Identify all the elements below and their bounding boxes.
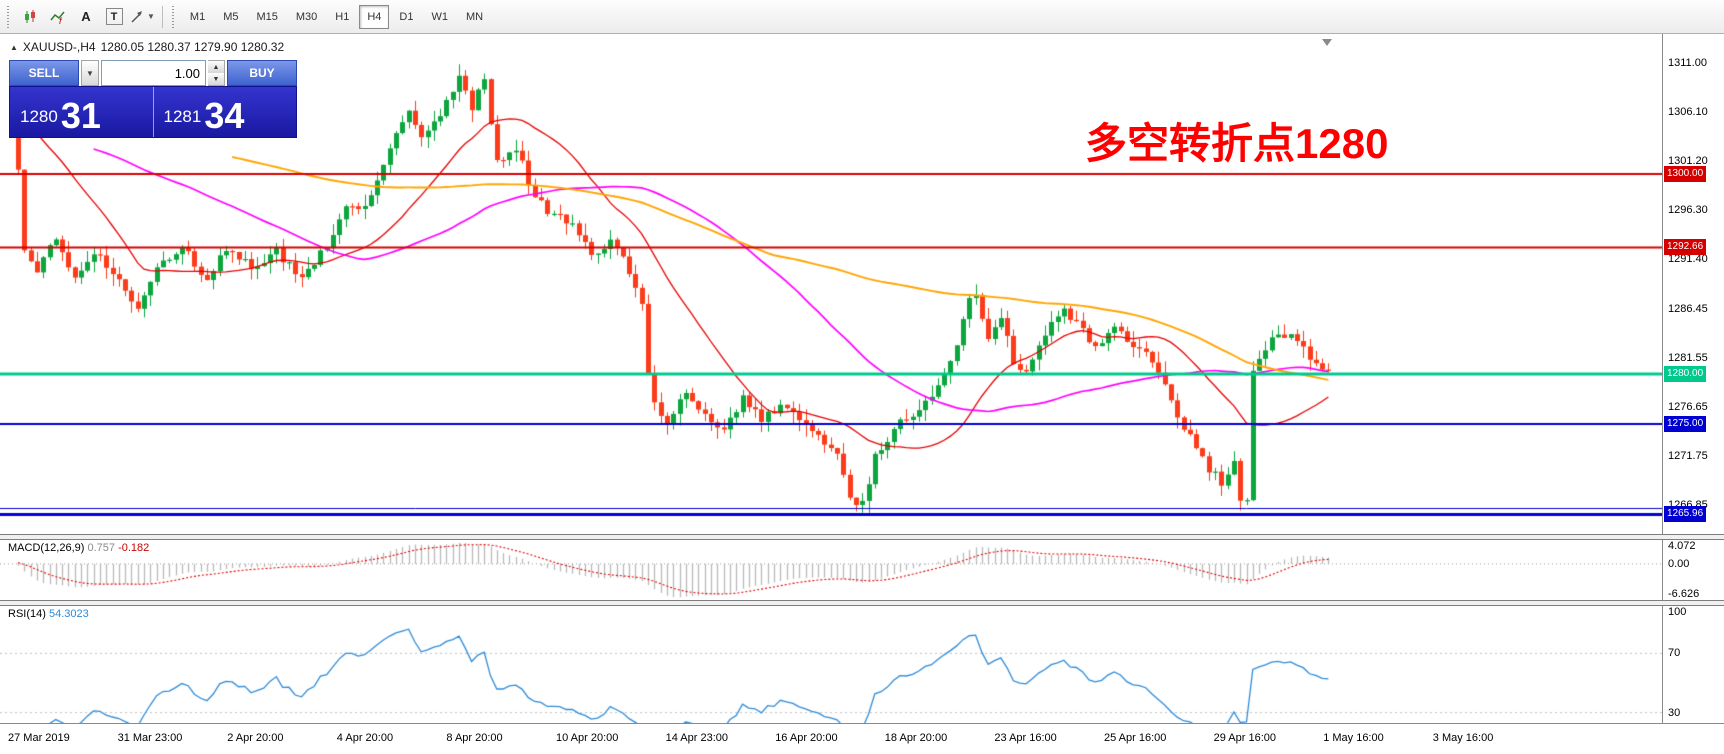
price-tag-1265-96: 1265.96 bbox=[1664, 506, 1707, 523]
toolbar: f A T ▼ M1 M5 M15 M30 H1 H4 D1 W1 MN bbox=[0, 0, 1724, 34]
macd-canvas[interactable] bbox=[0, 540, 1662, 600]
price-tag-1275: 1275.00 bbox=[1664, 416, 1707, 432]
text-tool-a-button[interactable]: A bbox=[73, 5, 99, 29]
timeframe-mn-button[interactable]: MN bbox=[458, 5, 491, 29]
candlestick-icon bbox=[25, 9, 35, 23]
chevron-down-icon: ▼ bbox=[86, 68, 94, 78]
timeframe-m15-button[interactable]: M15 bbox=[248, 5, 285, 29]
indicators-button[interactable]: f bbox=[45, 5, 71, 29]
trendline-arrow-icon bbox=[131, 11, 142, 23]
price-scale-label: 1276.65 bbox=[1668, 400, 1708, 413]
time-axis-label: 25 Apr 16:00 bbox=[1104, 732, 1167, 744]
volume-stepper: ▲ ▼ bbox=[208, 60, 225, 86]
sell-quote-button[interactable]: 1280 31 bbox=[10, 87, 153, 137]
text-label-tool-button[interactable]: T bbox=[101, 5, 127, 29]
chart-shift-marker-icon[interactable] bbox=[1322, 39, 1332, 46]
price-scale-label: 1291.40 bbox=[1668, 253, 1708, 265]
toolbar-grip[interactable] bbox=[7, 5, 12, 28]
svg-text:f: f bbox=[59, 16, 63, 25]
volume-dropdown-button[interactable]: ▼ bbox=[81, 60, 99, 86]
rsi-label: RSI(14) 54.3023 bbox=[8, 608, 89, 620]
volume-up-button[interactable]: ▲ bbox=[208, 61, 224, 73]
time-axis-label: 14 Apr 23:00 bbox=[665, 732, 728, 744]
time-axis-label: 31 Mar 23:00 bbox=[117, 732, 183, 744]
pane-splitter[interactable] bbox=[0, 534, 1724, 540]
bid-big-figure: 1280 bbox=[20, 107, 58, 126]
ask-big-figure: 1281 bbox=[163, 107, 202, 126]
time-axis-label: 18 Apr 20:00 bbox=[884, 732, 948, 744]
time-axis-label: 2 Apr 20:00 bbox=[227, 732, 284, 744]
time-axis-label: 4 Apr 20:00 bbox=[336, 732, 394, 744]
time-axis-label: 16 Apr 20:00 bbox=[775, 732, 838, 744]
quote-display: 1280 31 1281 34 bbox=[9, 86, 297, 138]
timeframe-m30-button[interactable]: M30 bbox=[288, 5, 325, 29]
macd-scale-max: 4.072 bbox=[1668, 540, 1696, 552]
symbol-info-line: ▲ XAUUSD-,H4 1280.05 1280.37 1279.90 128… bbox=[10, 40, 284, 54]
time-axis-label: 23 Apr 16:00 bbox=[994, 732, 1057, 744]
annotation-text: 多空转折点1280 bbox=[1085, 120, 1389, 167]
price-scale-label: 1281.55 bbox=[1668, 351, 1708, 364]
rsi-scale-70: 70 bbox=[1668, 647, 1681, 660]
price-scale-label: 1286.45 bbox=[1668, 302, 1708, 315]
boxed-t-icon: T bbox=[105, 8, 123, 25]
candlestick-chart-button[interactable] bbox=[17, 5, 43, 29]
macd-signal-value: -0.182 bbox=[118, 542, 150, 554]
rsi-pane: RSI(14) 54.3023 100 70 30 bbox=[0, 606, 1724, 723]
macd-name: MACD(12,26,9) bbox=[8, 542, 85, 554]
price-scale[interactable]: 1311.00 1306.10 1301.20 1296.30 1291.40 … bbox=[1662, 34, 1724, 534]
timeframe-w1-button[interactable]: W1 bbox=[423, 5, 456, 29]
rsi-scale[interactable]: 100 70 30 bbox=[1662, 606, 1724, 723]
price-chart-pane: 1311.00 1306.10 1301.20 1296.30 1291.40 … bbox=[0, 34, 1724, 534]
volume-input[interactable]: 1.00 bbox=[101, 60, 206, 86]
price-tag-1300: 1300.00 bbox=[1664, 166, 1707, 182]
rsi-scale-100: 100 bbox=[1668, 606, 1687, 618]
one-click-trade-panel: SELL ▼ 1.00 ▲ ▼ BUY 1280 31 1281 34 bbox=[9, 60, 297, 138]
macd-scale-min: -6.626 bbox=[1668, 588, 1700, 600]
timeframe-m1-button[interactable]: M1 bbox=[182, 5, 213, 29]
rsi-scale-30: 30 bbox=[1668, 706, 1681, 719]
price-scale-label: 1311.00 bbox=[1668, 57, 1707, 69]
symbol-marker-icon: ▲ bbox=[10, 42, 18, 52]
pane-splitter[interactable] bbox=[0, 600, 1724, 606]
ask-pips: 34 bbox=[204, 95, 245, 137]
time-axis-label: 3 May 16:00 bbox=[1432, 732, 1494, 744]
timeframe-d1-button[interactable]: D1 bbox=[391, 5, 421, 29]
macd-label: MACD(12,26,9) 0.757 -0.182 bbox=[8, 542, 149, 554]
price-scale-label: 1271.75 bbox=[1668, 449, 1708, 462]
time-axis-label: 27 Mar 2019 bbox=[8, 732, 70, 744]
time-axis-label: 8 Apr 20:00 bbox=[446, 732, 503, 744]
timeframe-h4-button[interactable]: H4 bbox=[359, 4, 390, 29]
macd-scale[interactable]: 4.072 0.00 -6.626 bbox=[1662, 540, 1724, 600]
drawing-tools-button[interactable]: ▼ bbox=[129, 5, 156, 29]
buy-button[interactable]: BUY bbox=[227, 60, 297, 86]
price-scale-label: 1301.20 bbox=[1668, 155, 1708, 167]
time-axis[interactable]: 27 Mar 2019 31 Mar 23:00 2 Apr 20:00 4 A… bbox=[0, 723, 1724, 754]
rsi-canvas[interactable] bbox=[0, 606, 1662, 723]
chevron-down-icon: ▼ bbox=[147, 12, 155, 21]
macd-pane: MACD(12,26,9) 0.757 -0.182 4.072 0.00 -6… bbox=[0, 540, 1724, 600]
time-axis-label: 29 Apr 16:00 bbox=[1213, 732, 1276, 744]
ohlc-values: 1280.05 1280.37 1279.90 1280.32 bbox=[100, 40, 285, 54]
price-tag-1292-66: 1292.66 bbox=[1664, 239, 1707, 256]
bid-pips: 31 bbox=[60, 95, 101, 137]
timeframe-m5-button[interactable]: M5 bbox=[215, 5, 246, 29]
macd-scale-zero: 0.00 bbox=[1668, 557, 1690, 570]
toolbar-grip[interactable] bbox=[171, 5, 177, 28]
price-scale-label: 1296.30 bbox=[1668, 204, 1708, 216]
timeframe-h1-button[interactable]: H1 bbox=[327, 5, 357, 29]
sell-button[interactable]: SELL bbox=[9, 60, 79, 86]
indicator-lines-icon: f bbox=[50, 11, 65, 25]
quote-divider bbox=[152, 87, 154, 137]
rsi-value: 54.3023 bbox=[48, 608, 89, 620]
time-axis-label: 1 May 16:00 bbox=[1323, 732, 1384, 744]
price-scale-label: 1306.10 bbox=[1668, 106, 1708, 118]
symbol-name: XAUUSD-,H4 bbox=[22, 40, 96, 54]
rsi-name: RSI(14) bbox=[8, 608, 46, 620]
toolbar-separator bbox=[161, 5, 163, 28]
volume-down-button[interactable]: ▼ bbox=[208, 73, 224, 85]
time-axis-label: 10 Apr 20:00 bbox=[556, 732, 619, 744]
macd-main-value: 0.757 bbox=[87, 542, 116, 554]
buy-quote-button[interactable]: 1281 34 bbox=[154, 87, 297, 137]
price-tag-1280: 1280.00 bbox=[1664, 366, 1707, 382]
